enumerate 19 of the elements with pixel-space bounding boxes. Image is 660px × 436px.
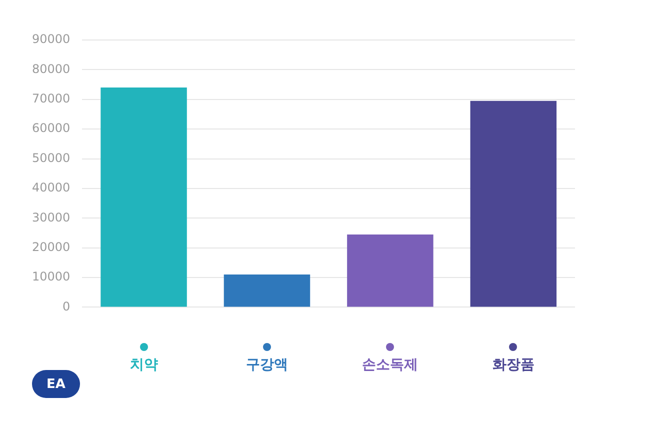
y-tick-label: 30000: [32, 210, 70, 224]
x-tick-label: 구강액: [246, 357, 288, 374]
y-tick-label: 40000: [32, 180, 70, 195]
bar: [224, 274, 310, 307]
x-tick-label: 손소독제: [362, 357, 418, 374]
y-tick-label: 80000: [32, 62, 70, 76]
y-axis-title: EA: [32, 370, 80, 398]
y-tick-label: 50000: [32, 150, 70, 165]
y-tick-label: 70000: [32, 92, 70, 106]
bar: [470, 100, 557, 307]
x-tick-label: 화장품: [492, 357, 534, 374]
x-tick-label: 치약: [130, 357, 158, 374]
y-tick-label: 0: [62, 299, 70, 314]
y-tick-label: 20000: [32, 240, 70, 254]
bar: [347, 234, 434, 307]
y-tick-label: 10000: [32, 270, 70, 284]
y-tick-label: 60000: [32, 121, 70, 136]
bar: [100, 88, 187, 307]
y-tick-label: 90000: [32, 32, 70, 46]
